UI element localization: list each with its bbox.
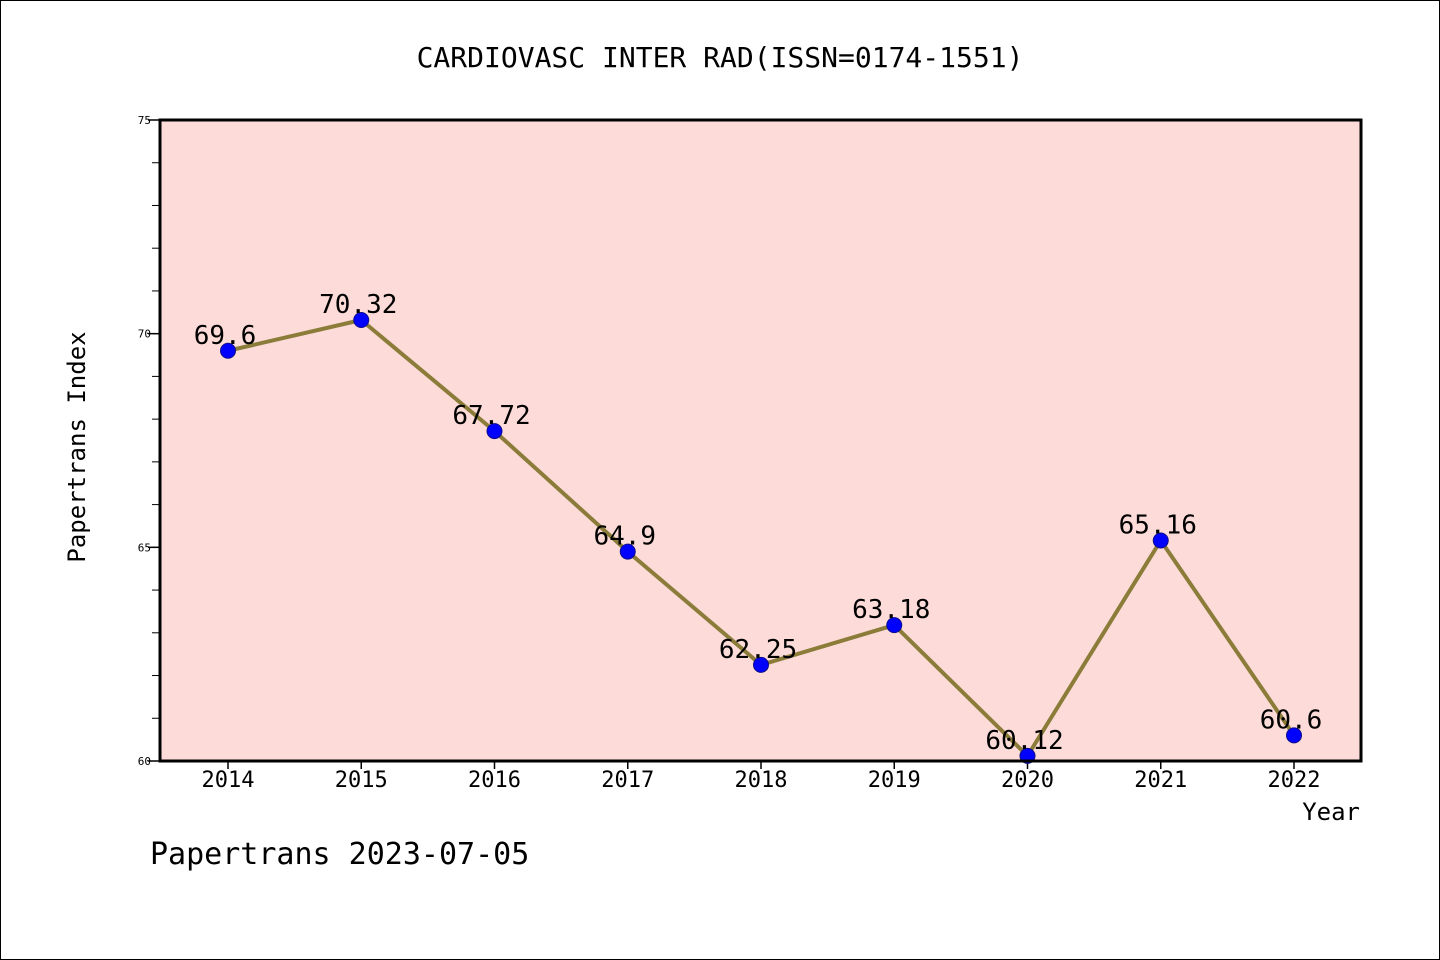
x-tick-label: 2019 <box>868 768 921 793</box>
x-tick-label: 2016 <box>468 768 521 793</box>
data-point <box>619 543 636 560</box>
x-axis-label: Year <box>1302 798 1360 826</box>
x-tick-label: 2021 <box>1134 768 1187 793</box>
chart-title: CARDIOVASC INTER RAD(ISSN=0174-1551) <box>417 41 1024 74</box>
y-tick-label: 65 <box>138 541 151 554</box>
data-label: 60.6 <box>1260 705 1323 735</box>
data-label: 62.25 <box>719 635 797 665</box>
x-tick-label: 2020 <box>1001 768 1054 793</box>
x-tick-label: 2022 <box>1268 768 1321 793</box>
data-label: 70.32 <box>319 290 397 320</box>
x-tick-label: 2018 <box>735 768 788 793</box>
data-point <box>353 311 370 328</box>
x-tick-label: 2017 <box>601 768 654 793</box>
data-point <box>1152 532 1169 549</box>
series-layer <box>220 311 1302 764</box>
data-label: 60.12 <box>985 726 1063 756</box>
axis-ticks: 60 65 70 75 2014 2015 2016 2017 2018 2019 2020 2021… <box>138 114 1321 793</box>
data-label: 67.72 <box>452 401 530 431</box>
data-point <box>220 342 236 359</box>
data-label: 64.9 <box>593 522 656 552</box>
data-label: 63.18 <box>852 595 930 625</box>
data-point <box>486 423 503 440</box>
data-point <box>1286 727 1302 744</box>
watermark-text: Papertrans 2023-07-05 <box>150 837 529 872</box>
data-labels: 69.6 70.32 67.72 64.9 62.25 63.18 60.12 65.16 60… <box>194 290 1323 756</box>
x-tick-label: 2015 <box>335 768 388 793</box>
y-axis-label: Papertrans Index <box>63 331 91 562</box>
y-tick-label: 70 <box>138 328 151 341</box>
plot-border <box>158 118 1363 763</box>
data-label: 69.6 <box>194 321 257 351</box>
data-label: 65.16 <box>1119 510 1197 540</box>
y-tick-label: 75 <box>138 114 151 127</box>
x-tick-label: 2014 <box>202 768 255 793</box>
plot-area <box>160 120 1361 761</box>
data-point <box>753 656 769 673</box>
y-tick-label: 60 <box>138 755 151 768</box>
data-point <box>886 617 903 634</box>
